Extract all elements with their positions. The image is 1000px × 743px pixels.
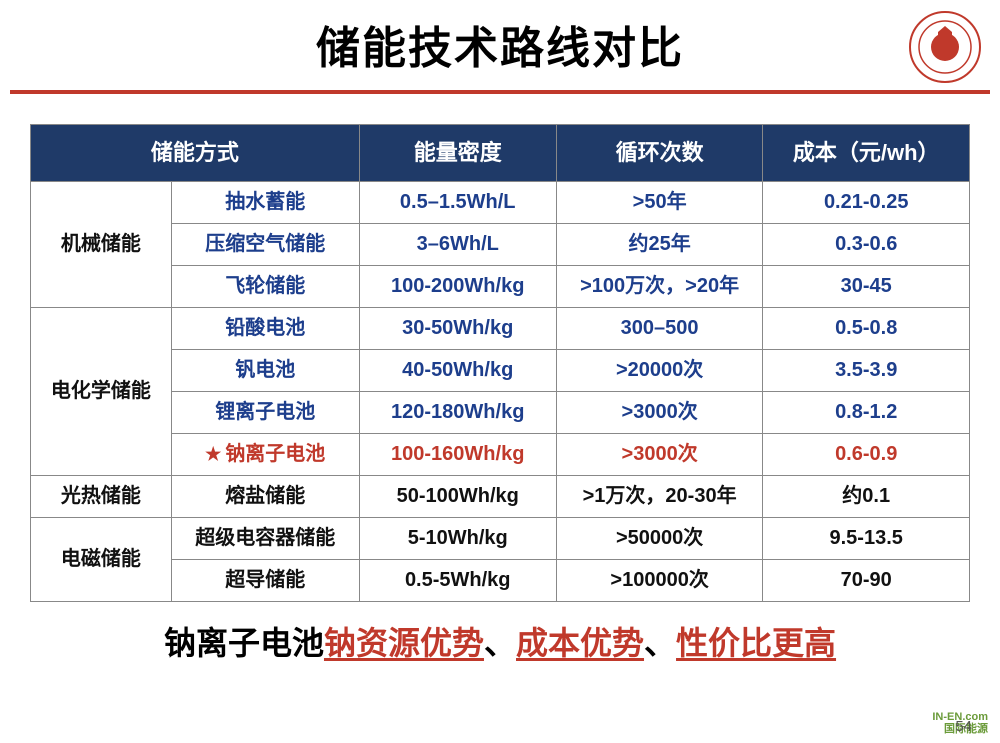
cycles-cell: >100万次，>20年 [556, 265, 763, 307]
tech-name-cell: 超级电容器储能 [171, 517, 359, 559]
tech-name-cell: ★钠离子电池 [171, 433, 359, 475]
footer-highlight-2: 成本优势 [516, 625, 644, 661]
table-row: 机械储能抽水蓄能0.5–1.5Wh/L>50年0.21-0.25 [31, 181, 970, 223]
density-cell: 120-180Wh/kg [359, 391, 556, 433]
category-cell: 电磁储能 [31, 517, 172, 601]
density-cell: 30-50Wh/kg [359, 307, 556, 349]
tech-name: 钒电池 [235, 359, 295, 381]
density-cell: 0.5–1.5Wh/L [359, 181, 556, 223]
tech-name-cell: 超导储能 [171, 559, 359, 601]
tech-name-cell: 压缩空气储能 [171, 223, 359, 265]
tech-name-cell: 熔盐储能 [171, 475, 359, 517]
star-icon: ★ [205, 444, 221, 464]
density-cell: 40-50Wh/kg [359, 349, 556, 391]
density-cell: 100-200Wh/kg [359, 265, 556, 307]
footer-sep-2: 、 [644, 625, 676, 661]
tech-name-cell: 抽水蓄能 [171, 181, 359, 223]
tech-name-cell: 锂离子电池 [171, 391, 359, 433]
cost-cell: 0.5-0.8 [763, 307, 970, 349]
cycles-cell: >100000次 [556, 559, 763, 601]
table-row: 飞轮储能 100-200Wh/kg>100万次，>20年30-45 [31, 265, 970, 307]
cost-cell: 0.21-0.25 [763, 181, 970, 223]
category-cell: 光热储能 [31, 475, 172, 517]
tech-name: 压缩空气储能 [205, 233, 325, 255]
tech-name: 锂离子电池 [215, 401, 315, 423]
tech-name: 钠离子电池 [225, 443, 325, 465]
col-header-cost: 成本（元/wh） [763, 125, 970, 182]
tech-name-cell: 钒电池 [171, 349, 359, 391]
table-container: 储能方式 能量密度 循环次数 成本（元/wh） 机械储能 抽水蓄能 0.5–1.5W… [0, 94, 1000, 602]
col-header-method: 储能方式 [31, 125, 360, 182]
category-cell: 电化学储能 [31, 307, 172, 475]
tech-name-cell: 飞轮储能 [171, 265, 359, 307]
density-cell: 50-100Wh/kg [359, 475, 556, 517]
cost-cell: 约0.1 [763, 475, 970, 517]
slide-header: 储能技术路线对比 [0, 0, 1000, 90]
tech-name-cell: 铅酸电池 [171, 307, 359, 349]
table-row: 电化学储能铅酸电池30-50Wh/kg300–5000.5-0.8 [31, 307, 970, 349]
col-header-cycles: 循环次数 [556, 125, 763, 182]
cost-cell: 30-45 [763, 265, 970, 307]
page-number: 54 [955, 718, 972, 735]
table-body: 机械储能 抽水蓄能 0.5–1.5Wh/L>50年0.21-0.25 压缩空气储能 3–… [31, 181, 970, 601]
cycles-cell: 约25年 [556, 223, 763, 265]
cost-cell: 9.5-13.5 [763, 517, 970, 559]
cost-cell: 3.5-3.9 [763, 349, 970, 391]
table-row: 锂离子电池 120-180Wh/kg>3000次0.8-1.2 [31, 391, 970, 433]
cycles-cell: >3000次 [556, 391, 763, 433]
footer-sep-1: 、 [484, 625, 516, 661]
cost-cell: 0.8-1.2 [763, 391, 970, 433]
footer-highlight-1: 钠资源优势 [324, 625, 484, 661]
page-title: 储能技术路线对比 [0, 12, 1000, 76]
density-cell: 0.5-5Wh/kg [359, 559, 556, 601]
cycles-cell: >50000次 [556, 517, 763, 559]
tech-name: 熔盐储能 [225, 485, 305, 507]
tech-name: 铅酸电池 [225, 317, 305, 339]
cost-cell: 0.3-0.6 [763, 223, 970, 265]
table-row: 光热储能 熔盐储能 50-100Wh/kg>1万次，20-30年约0.1 [31, 475, 970, 517]
table-head: 储能方式 能量密度 循环次数 成本（元/wh） [31, 125, 970, 182]
table-row: 超导储能 0.5-5Wh/kg>100000次70-90 [31, 559, 970, 601]
cycles-cell: >50年 [556, 181, 763, 223]
table-row: 压缩空气储能 3–6Wh/L约25年0.3-0.6 [31, 223, 970, 265]
density-cell: 5-10Wh/kg [359, 517, 556, 559]
footer-highlight-3: 性价比更高 [676, 625, 836, 661]
tech-name: 飞轮储能 [225, 275, 305, 297]
col-header-density: 能量密度 [359, 125, 556, 182]
density-cell: 3–6Wh/L [359, 223, 556, 265]
cost-cell: 0.6-0.9 [763, 433, 970, 475]
university-logo [908, 10, 982, 84]
footer-prefix: 钠离子电池 [164, 625, 324, 661]
table-row: 电磁储能超级电容器储能5-10Wh/kg>50000次9.5-13.5 [31, 517, 970, 559]
table-row: 钒电池 40-50Wh/kg>20000次3.5-3.9 [31, 349, 970, 391]
cycles-cell: >3000次 [556, 433, 763, 475]
tech-name: 抽水蓄能 [225, 191, 305, 213]
cycles-cell: >1万次，20-30年 [556, 475, 763, 517]
table-row: ★钠离子电池100-160Wh/kg>3000次0.6-0.9 [31, 433, 970, 475]
cycles-cell: >20000次 [556, 349, 763, 391]
comparison-table: 储能方式 能量密度 循环次数 成本（元/wh） 机械储能 抽水蓄能 0.5–1.5W… [30, 124, 970, 602]
cycles-cell: 300–500 [556, 307, 763, 349]
tech-name: 超级电容器储能 [195, 527, 335, 549]
tech-name: 超导储能 [225, 569, 305, 591]
cost-cell: 70-90 [763, 559, 970, 601]
category-cell: 机械储能 [31, 181, 172, 307]
density-cell: 100-160Wh/kg [359, 433, 556, 475]
footer-summary: 钠离子电池钠资源优势、成本优势、性价比更高 [0, 618, 1000, 664]
